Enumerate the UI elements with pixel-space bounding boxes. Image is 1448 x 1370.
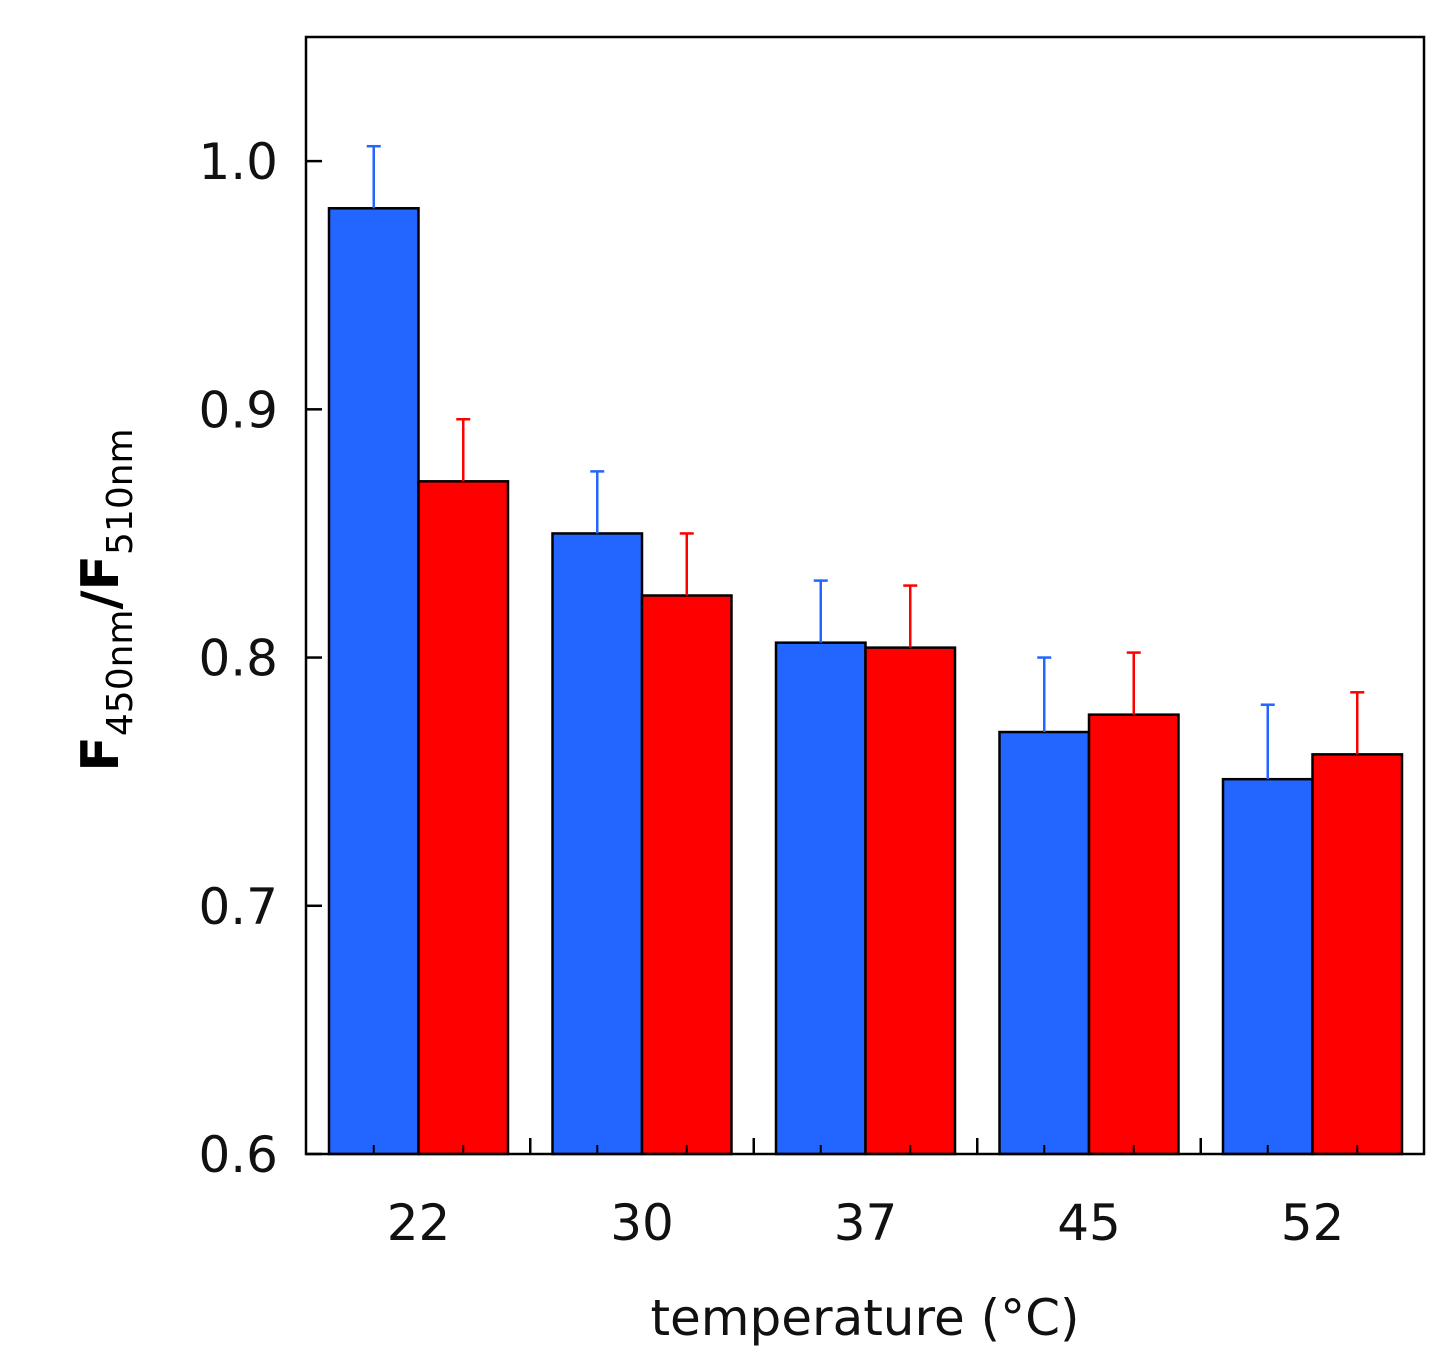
x-tick-label-45: 45 (1057, 1194, 1121, 1252)
x-tick-label-37: 37 (834, 1194, 898, 1252)
ticks-layer (306, 159, 1359, 1156)
error-bar-blue-22 (366, 144, 381, 209)
y-tick-label-0.7: 0.7 (198, 878, 278, 936)
bar-red-52 (1311, 753, 1404, 1156)
y-title-part-4: 510nm (100, 428, 141, 555)
bar-red-45 (1087, 713, 1180, 1156)
y-tick-label-0.9: 0.9 (198, 381, 278, 439)
x-tick-label-22: 22 (387, 1194, 451, 1252)
y-tick-labels: 0.6 0.7 0.8 0.9 1.0 (198, 133, 278, 1184)
error-bar-red-45 (1126, 651, 1141, 715)
error-bar-blue-45 (1037, 656, 1052, 733)
error-bar-blue-30 (590, 470, 605, 534)
y-tick-label-0.8: 0.8 (198, 630, 278, 688)
bar-red-30 (640, 594, 733, 1156)
error-bars-layer (366, 144, 1365, 780)
bar-blue-30 (551, 532, 644, 1156)
x-tick-label-30: 30 (610, 1194, 674, 1252)
plot-frame (304, 35, 1426, 1156)
error-bar-red-37 (903, 584, 918, 648)
error-bar-red-30 (679, 532, 694, 596)
y-tick-label-1.0: 1.0 (198, 133, 278, 191)
y-title-part-3: /F (71, 555, 131, 610)
error-bar-red-22 (456, 418, 471, 482)
bar-blue-45 (998, 730, 1091, 1156)
x-tick-label-52: 52 (1281, 1194, 1345, 1252)
svg-text:F450nm/F510nm: F450nm/F510nm (71, 428, 141, 771)
bar-blue-37 (774, 641, 867, 1156)
y-tick-label-0.6: 0.6 (198, 1126, 278, 1184)
error-bar-blue-52 (1260, 703, 1275, 780)
x-axis-title: temperature (°C) (650, 1289, 1079, 1347)
x-tick-labels: 22 30 37 45 52 (387, 1194, 1345, 1252)
bar-red-37 (864, 646, 957, 1156)
error-bar-red-52 (1350, 691, 1365, 755)
bar-blue-52 (1221, 777, 1314, 1156)
y-axis-title: F450nm/F510nm (71, 428, 141, 771)
bars-layer (327, 207, 1404, 1156)
bar-red-22 (417, 480, 510, 1156)
bar-blue-22 (327, 207, 420, 1156)
y-title-part-1: F (71, 736, 131, 772)
y-title-part-2: 450nm (100, 609, 141, 736)
error-bar-blue-37 (813, 579, 828, 643)
